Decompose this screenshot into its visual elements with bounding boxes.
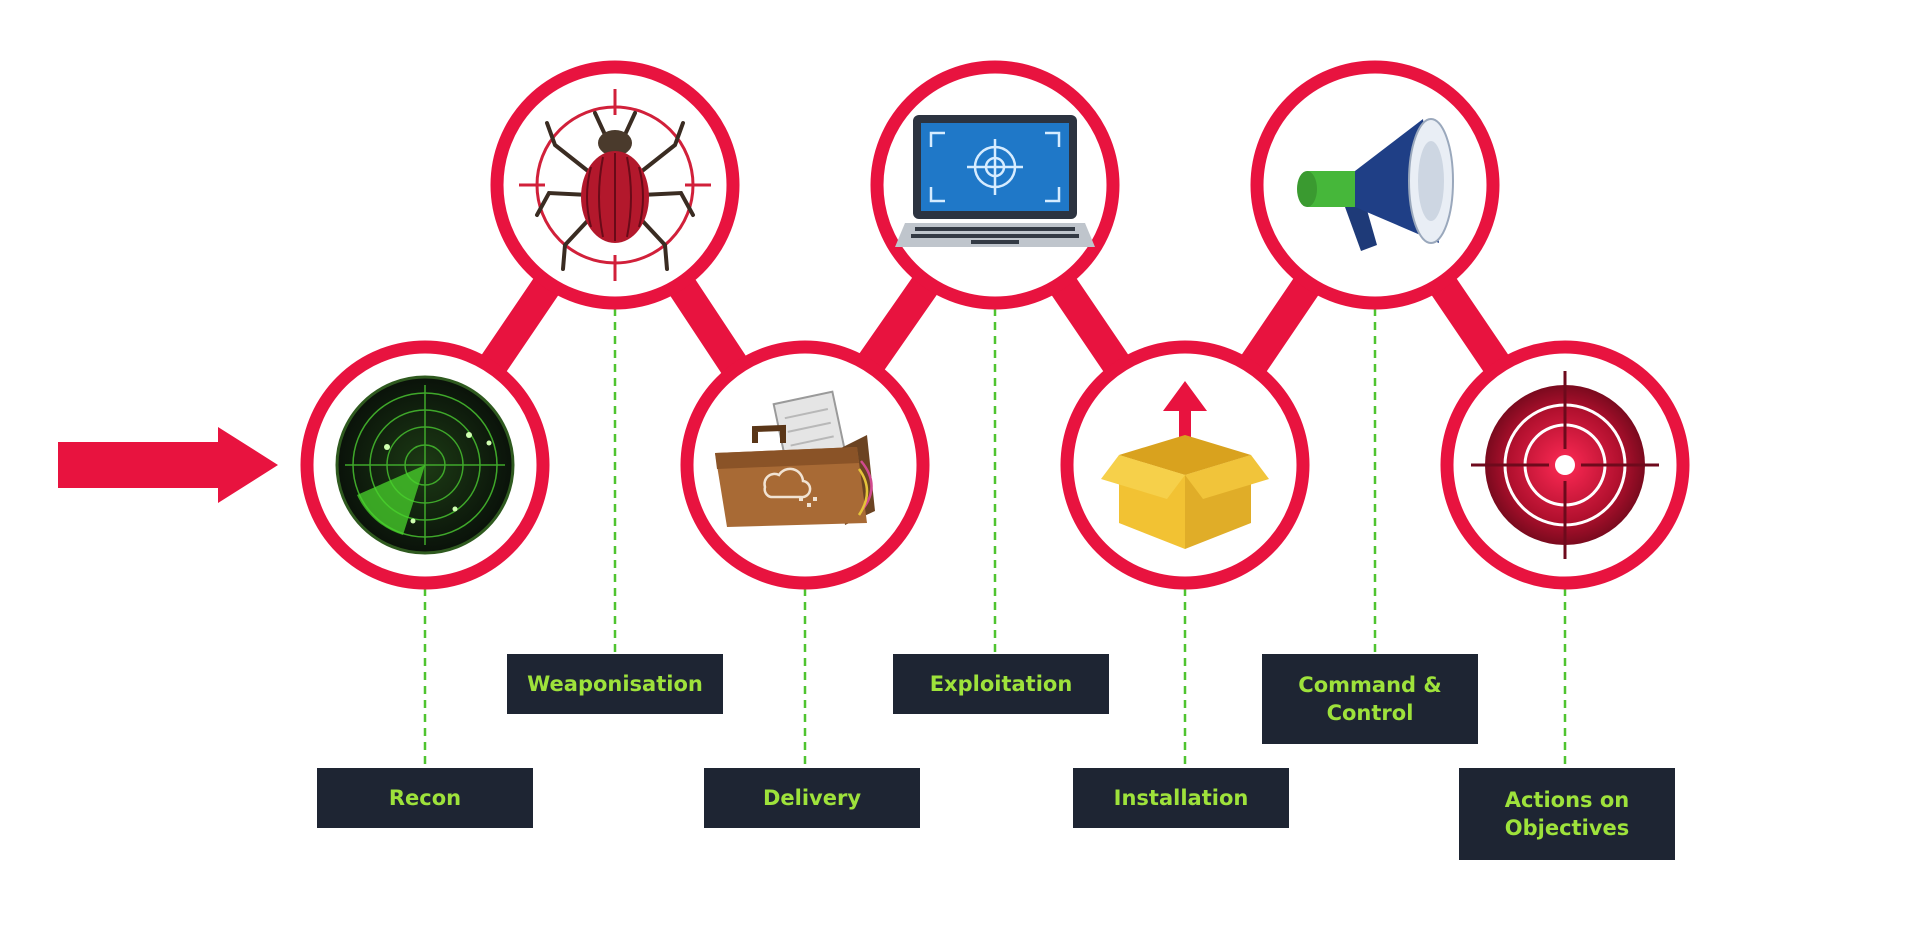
box-upload-icon (1101, 381, 1269, 549)
entry-arrow (58, 427, 278, 503)
bug-icon (519, 89, 711, 281)
radar-icon (335, 375, 515, 555)
target-icon (1471, 371, 1659, 559)
label-installation: Installation (1073, 768, 1289, 828)
label-command-control: Command & Control (1262, 654, 1478, 744)
label-delivery: Delivery (704, 768, 920, 828)
connector-lines (423, 308, 1567, 768)
label-weaponisation: Weaponisation (507, 654, 723, 714)
label-exploitation: Exploitation (893, 654, 1109, 714)
briefcase-icon (715, 390, 875, 527)
label-recon: Recon (317, 768, 533, 828)
label-actions-on-objectives: Actions on Objectives (1459, 768, 1675, 860)
megaphone-icon (1297, 118, 1454, 251)
laptop-target-icon (895, 115, 1095, 247)
